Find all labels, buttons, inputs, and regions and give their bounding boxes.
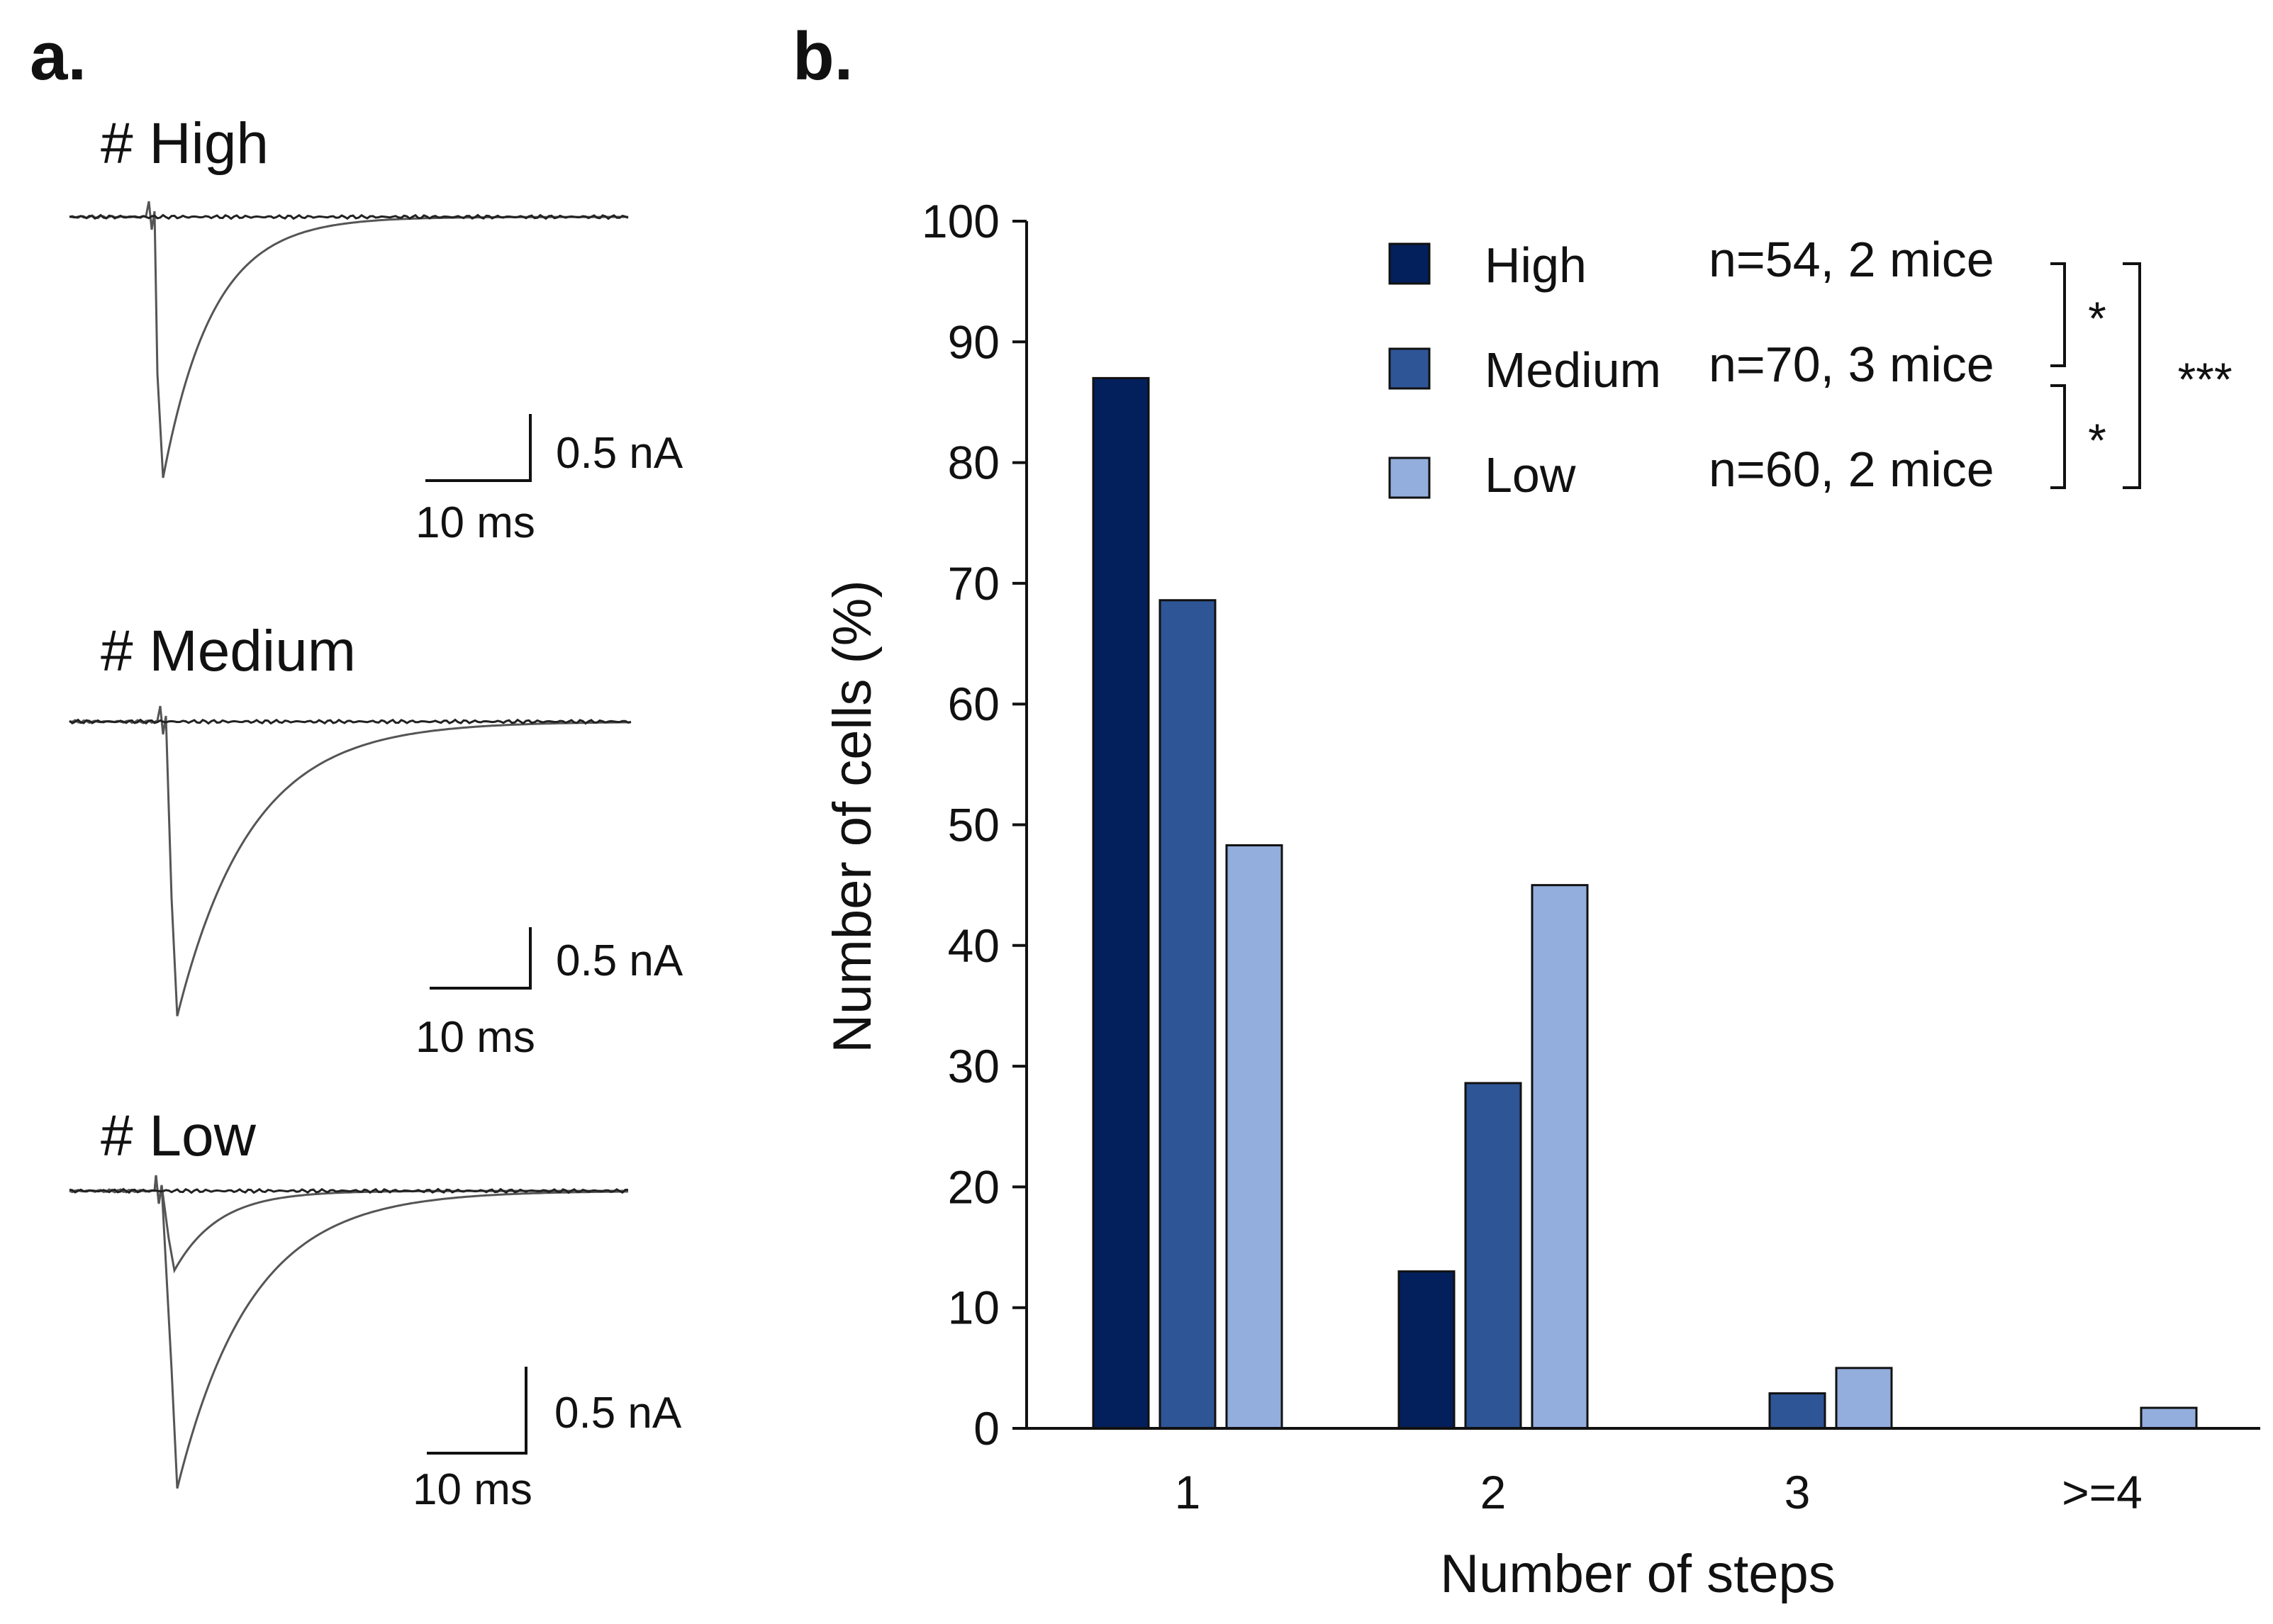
legend-n-low: n=60, 2 mice	[1709, 442, 1994, 497]
legend-swatch-low	[1388, 457, 1431, 499]
trace-label-low: # Low	[101, 1104, 257, 1168]
bar-series	[1092, 376, 2198, 1430]
significance-brackets: * * ***	[2050, 262, 2233, 489]
x-tick-label: 1	[1175, 1466, 1201, 1518]
bracket-medium-low	[2050, 384, 2066, 489]
y-tick-label: 100	[922, 195, 1000, 247]
baseline-trace-medium	[69, 718, 632, 725]
x-tick-label: 3	[1785, 1466, 1811, 1518]
scale-time-high: 10 ms	[415, 498, 535, 547]
current-trace-low-large	[69, 1175, 629, 1489]
bar-medium-1	[1464, 1082, 1522, 1430]
y-tick-label: 70	[948, 557, 1000, 610]
panel-b-letter: b.	[793, 18, 853, 94]
legend-swatch-high	[1388, 242, 1431, 285]
legend-label-medium: Medium	[1485, 342, 1661, 398]
trace-label-high: # High	[101, 111, 269, 176]
legend-label-high: High	[1485, 237, 1587, 293]
bar-medium-2	[1768, 1392, 1826, 1430]
stat-label-medium-low: *	[2088, 414, 2106, 466]
scale-time-low: 10 ms	[413, 1465, 532, 1514]
scale-bar-medium	[430, 927, 532, 990]
x-axis-ticks: 1 2 3 >=4	[1175, 1466, 2143, 1518]
scale-bar-low	[427, 1367, 527, 1455]
trace-group-low: # Low 0.5 nA 10 ms	[69, 1104, 682, 1514]
y-tick-label: 20	[948, 1160, 1000, 1213]
current-trace-medium	[69, 705, 631, 1017]
panel-b: b. 0 10 20 30 40 50 60 70 80 90 100 1 2 3 >=4 Number …	[793, 18, 2260, 1604]
scale-current-high: 0.5 nA	[556, 429, 683, 478]
bar-high-1	[1397, 1270, 1456, 1430]
x-tick-label: >=4	[2062, 1466, 2143, 1518]
bar-high-0	[1092, 376, 1150, 1430]
y-tick-label: 30	[948, 1040, 1000, 1092]
stat-label-high-medium: *	[2088, 292, 2106, 345]
legend-n-high: n=54, 2 mice	[1709, 232, 1994, 287]
y-tick-label: 50	[948, 799, 1000, 851]
bar-low-3	[2140, 1406, 2198, 1430]
trace-group-high: # High 0.5 nA 10 ms	[69, 111, 683, 547]
baseline-trace-high	[69, 213, 629, 220]
bar-low-1	[1531, 884, 1589, 1430]
x-tick-label: 2	[1480, 1466, 1507, 1518]
scale-current-low: 0.5 nA	[554, 1389, 682, 1438]
y-axis-title: Number of cells (%)	[822, 580, 883, 1053]
baseline-trace-low	[69, 1187, 628, 1194]
panel-a: a. # High 0.5 nA 10 ms # Medium 0.5 nA 1…	[30, 18, 683, 1514]
bar-low-0	[1225, 844, 1283, 1430]
bar-low-2	[1835, 1367, 1893, 1430]
legend-n-medium: n=70, 3 mice	[1709, 337, 1994, 392]
y-tick-label: 90	[948, 315, 1000, 368]
stat-label-high-low: ***	[2177, 353, 2232, 405]
y-tick-label: 40	[948, 919, 1000, 972]
y-tick-label: 0	[973, 1402, 1000, 1455]
y-tick-label: 80	[948, 437, 1000, 489]
current-trace-high	[69, 201, 628, 478]
bracket-high-low	[2123, 262, 2141, 489]
legend-swatch-medium	[1388, 347, 1431, 390]
y-tick-label: 10	[948, 1282, 1000, 1334]
y-tick-label: 60	[948, 678, 1000, 730]
legend-label-low: Low	[1485, 447, 1576, 503]
trace-group-medium: # Medium 0.5 nA 10 ms	[69, 619, 683, 1062]
scale-time-medium: 10 ms	[415, 1013, 535, 1062]
scale-bar-high	[425, 414, 532, 482]
legend: High Medium Low n=54, 2 mice n=70, 3 mic…	[1388, 232, 1994, 503]
bar-medium-0	[1158, 599, 1217, 1430]
x-axis-title: Number of steps	[1440, 1544, 1836, 1604]
y-axis-ticks: 0 10 20 30 40 50 60 70 80 90 100	[922, 195, 1027, 1455]
panel-a-letter: a.	[30, 18, 86, 94]
bracket-high-medium	[2050, 262, 2066, 367]
scale-current-medium: 0.5 nA	[556, 936, 683, 985]
trace-label-medium: # Medium	[101, 619, 356, 683]
